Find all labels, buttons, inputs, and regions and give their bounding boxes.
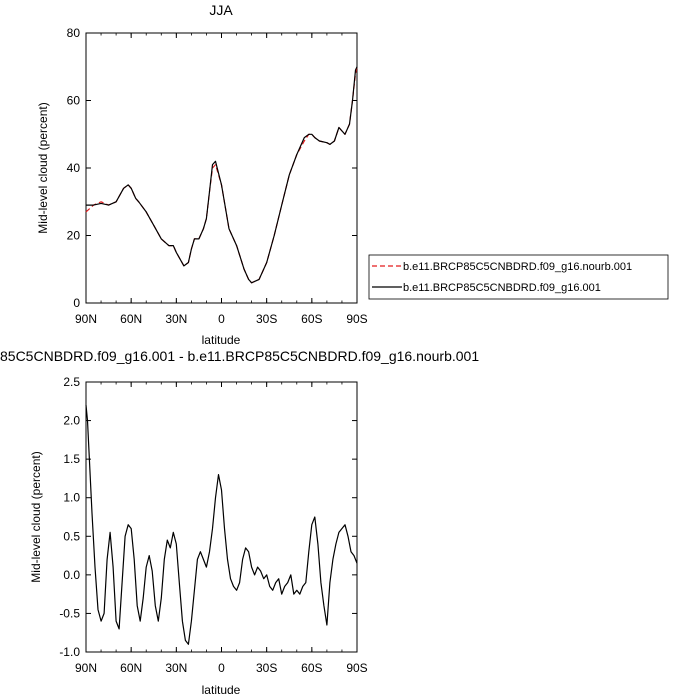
top-series-line-1 [86,66,358,284]
bottom-x-tick-label: 90N [75,661,97,675]
bottom-x-tick-label: 60N [120,661,142,675]
top-x-tick-label: 30S [256,312,277,326]
legend-label-nourb: b.e11.BRCP85C5CNBDRD.f09_g16.nourb.001 [403,261,632,273]
bottom-series-lines [85,405,358,645]
top-panel: JJA 90N 60N 30N 0 30S 60S 90S 0 20 40 60 80 latitud… [36,2,368,347]
bottom-plot-frame [85,381,358,653]
bottom-x-axis-label: latitude [202,683,241,697]
top-x-tick-label: 90S [346,312,367,326]
bottom-x-tick-label: 60S [301,661,322,675]
top-chart-title: JJA [209,2,233,18]
top-ticks: 90N 60N 30N 0 30S 60S 90S 0 20 40 60 80 [67,26,368,326]
bottom-ticks: 90N 60N 30N 0 30S 60S 90S -1.0 -0.5 0.0 0.5 1.0 1.5 2… [59,375,367,675]
bottom-y-axis-label: Mid-level cloud (percent) [29,451,43,582]
top-y-tick-label: 20 [67,229,81,243]
bottom-series-line-0 [85,405,358,645]
top-x-axis-label: latitude [202,333,241,347]
top-y-tick-label: 80 [67,26,81,40]
bottom-y-tick-label: 2.0 [63,414,80,428]
top-y-tick-label: 60 [67,94,81,108]
bottom-panel: 85C5CNBDRD.f09_g16.001 - b.e11.BRCP85C5C… [0,348,479,697]
bottom-x-tick-label: 30N [165,661,187,675]
top-y-tick-label: 40 [67,161,81,175]
top-series-lines [85,66,358,284]
legend-label-control: b.e11.BRCP85C5CNBDRD.f09_g16.001 [403,282,601,294]
bottom-y-tick-label: -1.0 [59,645,80,659]
legend-box [368,254,669,300]
bottom-y-tick-label: 1.5 [63,452,80,466]
bottom-y-tick-label: 2.5 [63,375,80,389]
top-x-tick-label: 0 [218,312,225,326]
bottom-y-tick-label: -0.5 [59,606,80,620]
bottom-x-tick-label: 30S [256,661,277,675]
bottom-y-tick-label: 0.5 [63,529,80,543]
top-x-tick-label: 30N [165,312,187,326]
bottom-y-tick-label: 0.0 [63,568,80,582]
bottom-x-tick-label: 0 [218,661,225,675]
bottom-y-tick-label: 1.0 [63,491,80,505]
legend: b.e11.BRCP85C5CNBDRD.f09_g16.nourb.001 b… [368,254,669,300]
top-x-tick-label: 60S [301,312,322,326]
top-y-axis-label: Mid-level cloud (percent) [36,102,50,233]
bottom-x-tick-label: 90S [346,661,367,675]
top-plot-frame [85,32,358,304]
top-series-line-0 [85,66,358,284]
top-y-tick-label: 0 [73,296,80,310]
top-x-tick-label: 90N [75,312,97,326]
bottom-chart-title: 85C5CNBDRD.f09_g16.001 - b.e11.BRCP85C5C… [0,348,479,364]
top-x-tick-label: 60N [120,312,142,326]
